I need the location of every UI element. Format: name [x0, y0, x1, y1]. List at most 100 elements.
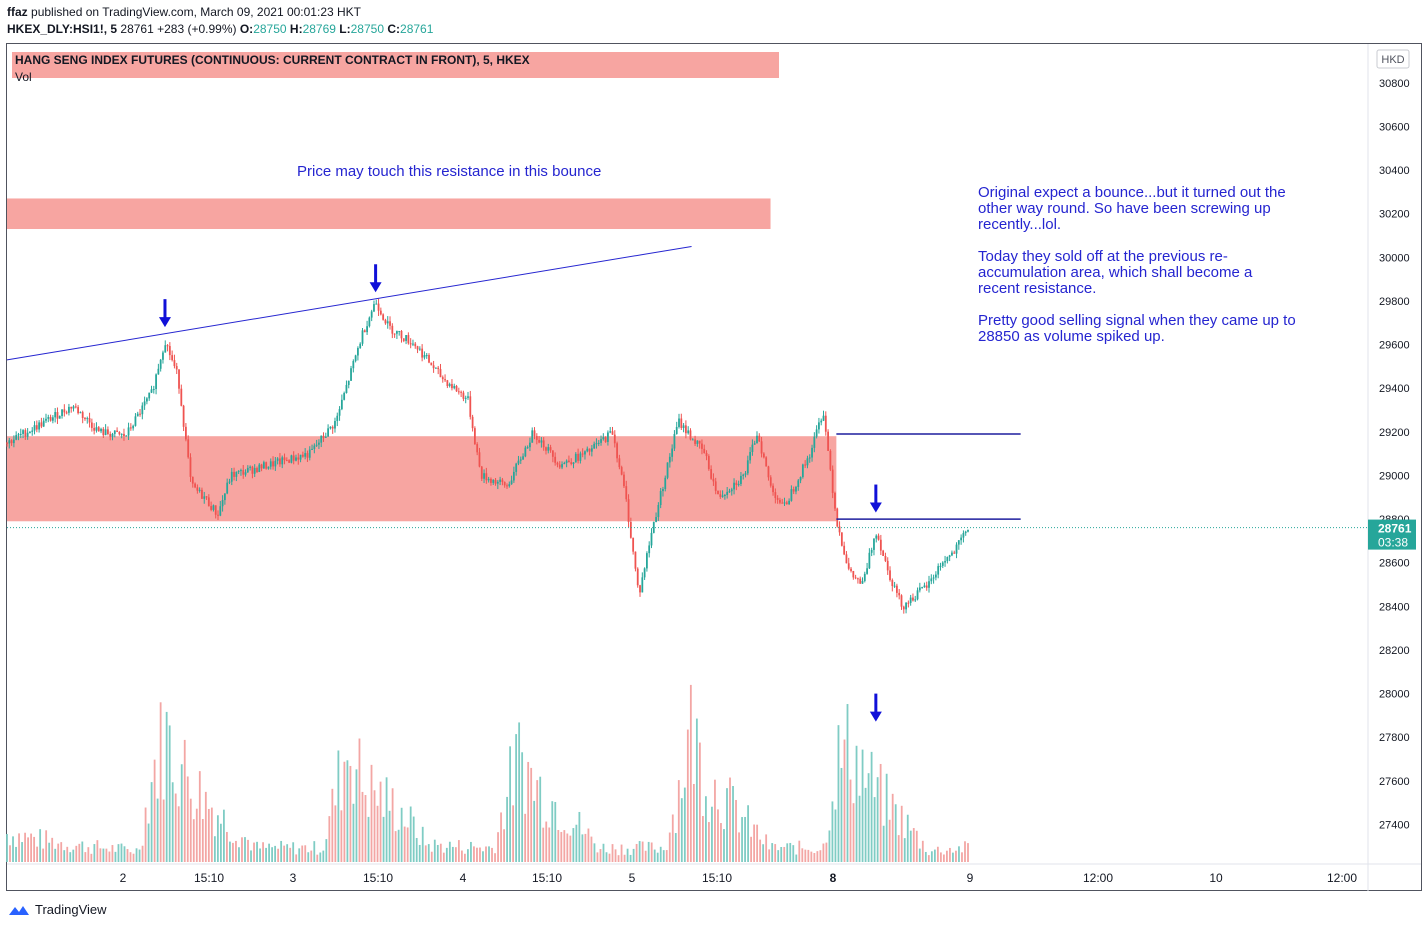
volume-bar: [256, 841, 258, 862]
volume-bar: [442, 852, 445, 862]
candle-body: [673, 433, 676, 449]
candle-body: [120, 433, 123, 435]
candle-body: [184, 426, 187, 440]
chart-frame[interactable]: [6, 43, 1422, 891]
candle-body: [925, 585, 928, 588]
volume-bar: [33, 836, 36, 862]
volume-bar: [551, 801, 554, 862]
candle-body: [765, 457, 768, 467]
candle-body: [522, 456, 524, 460]
last-price-box: [1368, 519, 1416, 550]
candle-body: [967, 529, 969, 532]
candle-body: [311, 448, 313, 450]
candle-body: [269, 461, 272, 467]
volume-bar: [454, 847, 457, 862]
price-tick-label: 28600: [1379, 558, 1410, 570]
candle-body: [297, 457, 300, 460]
candle-body: [944, 561, 946, 563]
candle-body: [506, 485, 508, 487]
candle-body: [879, 539, 882, 551]
volume-bar: [813, 853, 816, 862]
candle-body: [168, 346, 171, 356]
volume-bar: [216, 815, 219, 862]
candle-body: [483, 473, 485, 479]
volume-bar: [352, 803, 355, 862]
volume-bar: [566, 833, 569, 862]
candle-body: [240, 470, 242, 472]
candle-body: [595, 443, 598, 445]
candle-body: [68, 406, 70, 413]
candle-body: [886, 560, 889, 571]
volume-bar: [783, 846, 786, 862]
candle-body: [56, 412, 59, 419]
candle-body: [439, 369, 442, 378]
candle-body: [586, 448, 589, 452]
candle-body: [359, 343, 362, 349]
price-tick-label: 27600: [1379, 776, 1410, 788]
candle-body: [423, 355, 426, 358]
commentary-line: accumulation area, which shall become a: [978, 264, 1253, 281]
legend-highlight: [12, 52, 779, 78]
volume-bar: [644, 850, 647, 862]
candle-body: [822, 415, 825, 421]
volume-bar: [391, 788, 394, 862]
volume-bar: [337, 750, 340, 862]
volume-bar: [647, 841, 650, 862]
drawings-layer: [6, 245, 1368, 722]
candle-body: [221, 500, 224, 507]
volume-bar: [530, 767, 533, 862]
candle-body: [490, 478, 492, 483]
candle-body: [666, 462, 669, 478]
legend-title: HANG SENG INDEX FUTURES (CONTINUOUS: CUR…: [15, 53, 530, 67]
candle-body: [728, 491, 731, 493]
candle-body: [331, 426, 334, 429]
candle-body: [705, 452, 708, 457]
volume-bar: [852, 803, 855, 862]
candle-body: [620, 467, 623, 475]
candle-body: [313, 445, 316, 449]
volume-bar: [42, 848, 45, 862]
volume-bar: [939, 852, 942, 862]
volume-bar: [250, 850, 252, 862]
volume-bar: [283, 845, 286, 862]
candle-body: [682, 425, 685, 428]
candle-body: [733, 482, 735, 490]
candle-body: [253, 468, 256, 474]
candle-body: [214, 505, 217, 515]
candle-body: [889, 570, 891, 581]
volume-bar: [545, 821, 548, 862]
candle-body: [590, 448, 593, 452]
volume-bar: [81, 841, 84, 862]
candle-body: [577, 453, 579, 461]
candle-body: [941, 562, 944, 566]
candle-body: [563, 462, 566, 465]
candle-body: [118, 431, 121, 435]
candle-body: [641, 577, 644, 593]
candle-body: [937, 566, 940, 575]
volume-bar: [909, 830, 912, 862]
volume-bar: [578, 811, 581, 862]
candle-body: [581, 453, 584, 455]
candle-body: [707, 456, 710, 470]
volume-bar: [777, 850, 780, 862]
candle-body: [366, 326, 368, 333]
volume-bar: [840, 767, 843, 862]
candle-body: [127, 427, 130, 436]
candle-body: [226, 482, 229, 494]
volume-bar: [548, 827, 551, 862]
candle-body: [857, 578, 859, 580]
candle-body: [155, 374, 157, 390]
volume-bar: [822, 843, 825, 862]
volume-bar: [861, 749, 864, 862]
volume-bar: [204, 791, 207, 862]
candle-body: [703, 448, 706, 453]
candle-body: [347, 380, 350, 385]
volume-bar: [891, 793, 894, 862]
candle-body: [267, 466, 270, 469]
volume-bar: [406, 827, 409, 862]
volume-bar: [795, 854, 798, 862]
candle-body: [223, 493, 226, 501]
time-tick-label: 8: [830, 871, 837, 885]
volume-bar: [653, 849, 656, 862]
